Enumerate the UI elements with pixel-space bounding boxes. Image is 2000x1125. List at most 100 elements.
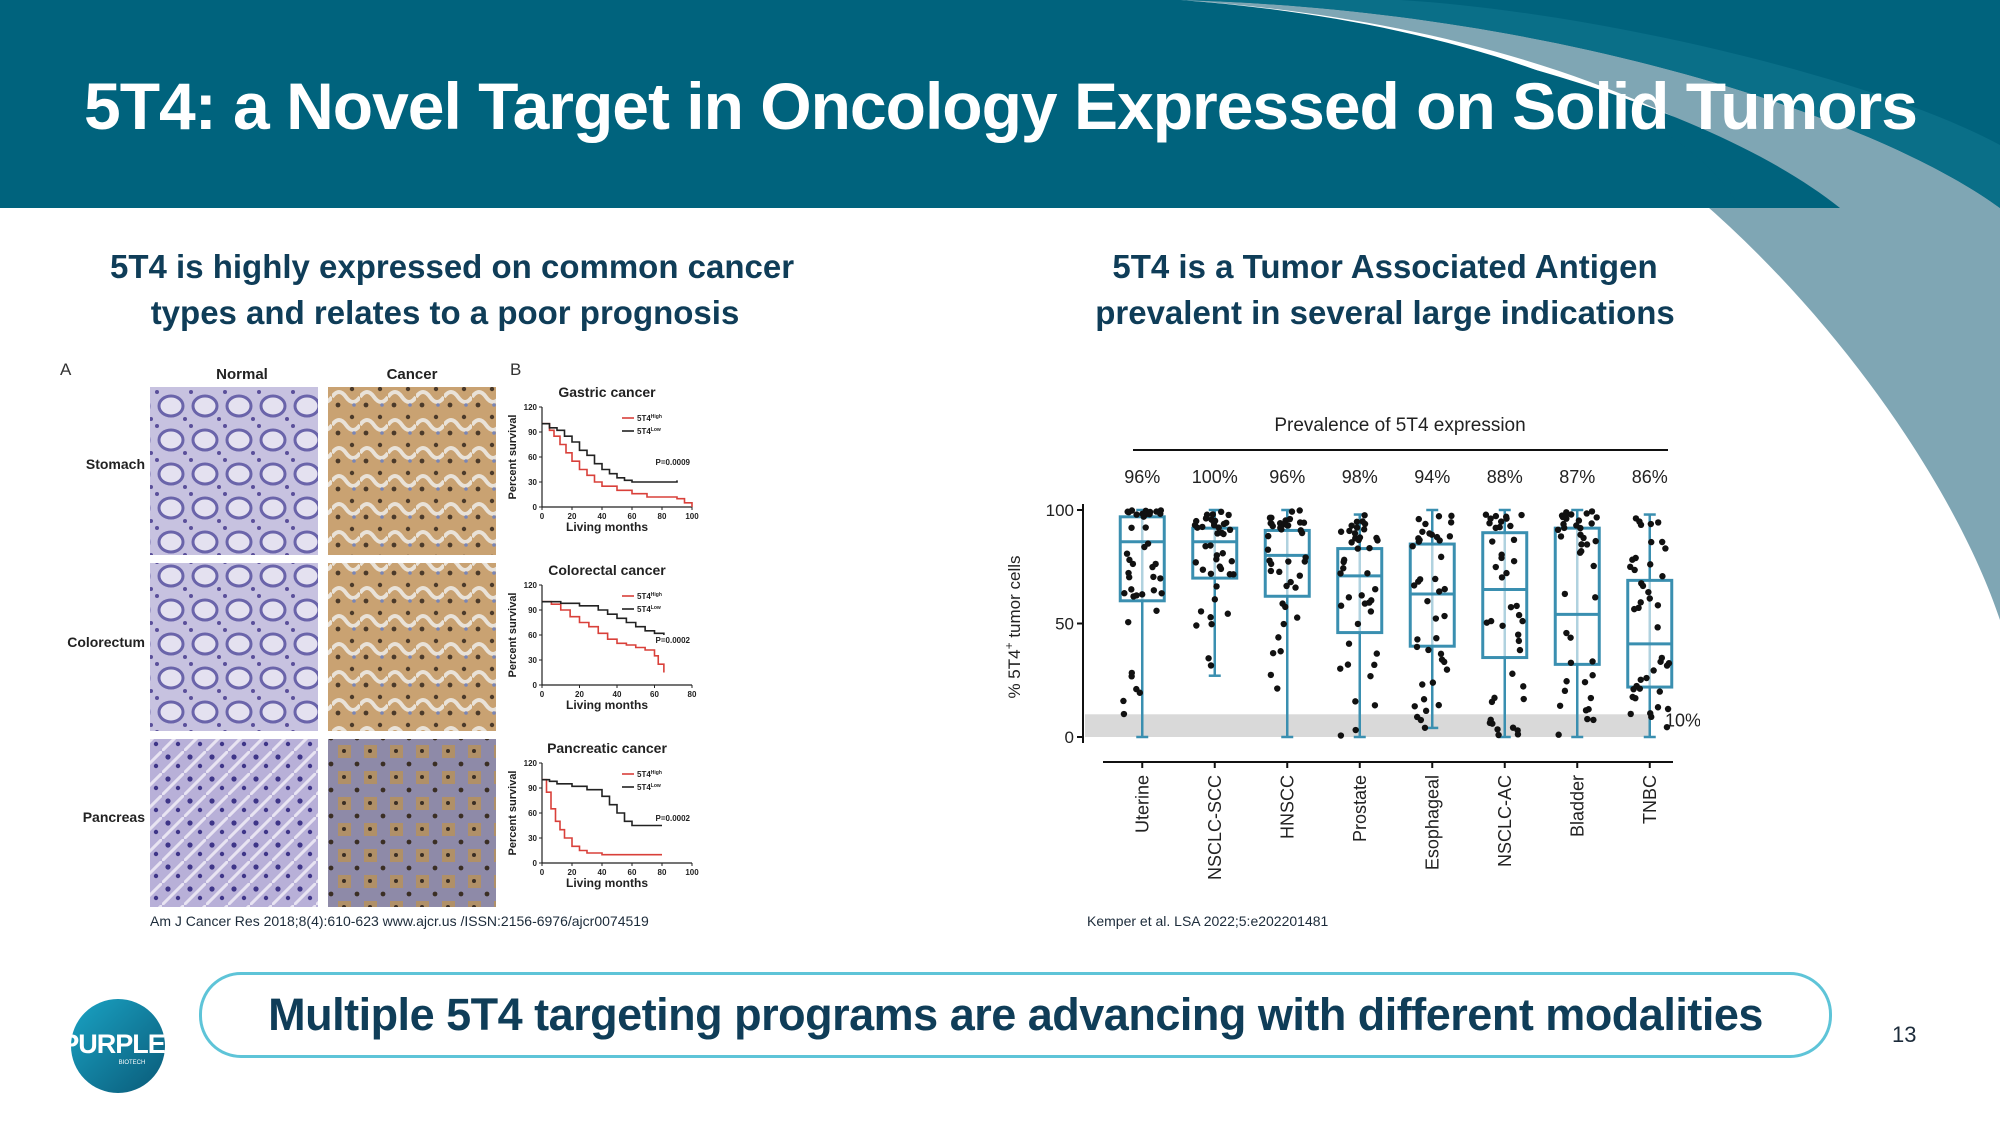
data-point-Uterine <box>1146 508 1154 516</box>
data-point-HNSCC <box>1292 584 1299 591</box>
data-point-Uterine <box>1128 586 1135 593</box>
data-point-Bladder <box>1583 510 1590 517</box>
right-heading-line-1: 5T4 is a Tumor Associated Antigen <box>1112 248 1658 285</box>
data-point-Bladder <box>1561 524 1568 532</box>
data-point-HNSCC <box>1285 558 1292 565</box>
km-x-tick-label: 60 <box>650 690 659 699</box>
histology-pancreas-normal <box>150 739 318 907</box>
data-point-NSCLC-AC <box>1518 511 1525 519</box>
data-point-Uterine <box>1150 587 1158 594</box>
data-point-TNBC <box>1654 602 1662 609</box>
data-point-Esophageal <box>1441 612 1448 620</box>
data-point-TNBC <box>1631 566 1638 574</box>
accent-arc-lower <box>1700 200 2000 620</box>
data-point-HNSCC <box>1264 546 1272 553</box>
data-point-NSCLC-AC <box>1507 603 1515 611</box>
data-point-Prostate <box>1337 528 1345 535</box>
data-point-Uterine <box>1153 508 1160 515</box>
km-y-tick-label: 0 <box>533 859 538 868</box>
data-point-NSCLC-SCC <box>1220 530 1227 538</box>
data-point-NSCLC-SCC <box>1224 610 1231 617</box>
data-point-Esophageal <box>1437 650 1445 658</box>
data-point-Prostate <box>1337 732 1345 739</box>
km-series-5T4high <box>542 778 662 856</box>
km-title: Gastric cancer <box>558 384 656 400</box>
key-message-banner: Multiple 5T4 targeting programs are adva… <box>199 972 1832 1058</box>
data-point-TNBC <box>1665 660 1673 667</box>
data-point-Prostate <box>1353 518 1361 526</box>
data-point-NSCLC-SCC <box>1208 620 1215 628</box>
data-point-Esophageal <box>1446 533 1454 540</box>
panel-a-label: A <box>60 360 72 379</box>
data-point-TNBC <box>1631 605 1638 613</box>
prevalence-Prostate: 98% <box>1342 467 1378 487</box>
km-p-value: P=0.0002 <box>656 636 691 645</box>
data-point-NSCLC-AC <box>1513 602 1520 610</box>
data-point-Bladder <box>1561 590 1569 598</box>
data-point-NSCLC-SCC <box>1230 571 1237 578</box>
km-y-tick-label: 120 <box>524 759 538 768</box>
km-x-label: Living months <box>566 520 648 534</box>
box-y-tick-label: 50 <box>1055 615 1074 634</box>
data-point-TNBC <box>1657 658 1664 665</box>
data-point-NSCLC-SCC <box>1193 517 1200 525</box>
right-heading: 5T4 is a Tumor Associated Antigen preval… <box>1070 244 1700 336</box>
km-series-5T4high <box>542 422 693 507</box>
data-point-NSCLC-SCC <box>1217 508 1225 516</box>
data-point-Prostate <box>1352 726 1359 734</box>
km-y-tick-label: 90 <box>528 428 537 437</box>
data-point-Bladder <box>1561 687 1569 695</box>
data-point-Bladder <box>1554 526 1562 534</box>
box-y-tick-label: 100 <box>1046 501 1074 520</box>
data-point-NSCLC-SCC <box>1216 563 1224 570</box>
data-point-Prostate <box>1366 544 1373 552</box>
km-y-tick-label: 60 <box>528 631 537 640</box>
key-message-text: Multiple 5T4 targeting programs are adva… <box>268 989 1763 1040</box>
box-Bladder <box>1553 526 1601 666</box>
data-point-NSCLC-AC <box>1514 731 1522 738</box>
data-point-NSCLC-AC <box>1492 563 1499 571</box>
data-point-TNBC <box>1627 710 1634 718</box>
data-point-TNBC <box>1645 588 1652 596</box>
data-point-NSCLC-SCC <box>1211 517 1219 525</box>
category-label-Prostate: Prostate <box>1350 775 1370 842</box>
km-x-tick-label: 40 <box>598 512 607 521</box>
km-legend-sup: Low <box>651 605 661 611</box>
data-point-NSCLC-AC <box>1503 569 1510 577</box>
data-point-Esophageal <box>1413 643 1421 651</box>
data-point-TNBC <box>1637 676 1644 683</box>
data-point-Esophageal <box>1436 588 1443 595</box>
data-point-Esophageal <box>1435 513 1443 520</box>
data-point-NSCLC-AC <box>1510 557 1518 565</box>
data-point-Bladder <box>1583 541 1591 548</box>
survival-chart-gastric: Gastric cancer 0 30 60 90 120 0 20 40 60 80 100 Livi… <box>507 384 699 534</box>
data-point-Bladder <box>1563 678 1570 685</box>
data-point-NSCLC-AC <box>1520 683 1527 690</box>
data-point-Uterine <box>1158 590 1165 597</box>
data-point-Bladder <box>1568 511 1575 518</box>
km-legend-label-5T4low: 5T4Low <box>637 427 661 436</box>
km-y-tick-label: 90 <box>528 606 537 615</box>
data-point-Prostate <box>1372 585 1379 593</box>
data-point-Esophageal <box>1443 666 1451 673</box>
box-y-label: % 5T4+ tumor cells <box>1002 555 1024 698</box>
data-point-NSCLC-AC <box>1515 631 1522 638</box>
data-point-NSCLC-AC <box>1489 538 1496 545</box>
data-point-Prostate <box>1373 534 1380 542</box>
km-title: Pancreatic cancer <box>547 740 667 756</box>
data-point-Esophageal <box>1437 553 1445 561</box>
data-point-Uterine <box>1141 543 1148 551</box>
km-legend-label-5T4high: 5T4High <box>637 414 662 423</box>
data-point-Bladder <box>1562 512 1569 520</box>
logo-subtext: BIOTECH <box>119 1060 146 1066</box>
data-point-Esophageal <box>1433 634 1440 642</box>
km-legend-label-5T4low: 5T4Low <box>637 783 661 792</box>
data-point-Bladder <box>1589 658 1596 665</box>
data-point-Esophageal <box>1416 536 1423 544</box>
prevalence-Uterine: 96% <box>1124 467 1160 487</box>
data-point-Uterine <box>1125 618 1132 626</box>
data-point-HNSCC <box>1297 527 1304 534</box>
data-point-Bladder <box>1567 634 1574 641</box>
histology-survival-figure: A Normal Cancer Stomach Colorectum Pancr… <box>60 360 699 907</box>
data-point-Uterine <box>1121 590 1128 597</box>
